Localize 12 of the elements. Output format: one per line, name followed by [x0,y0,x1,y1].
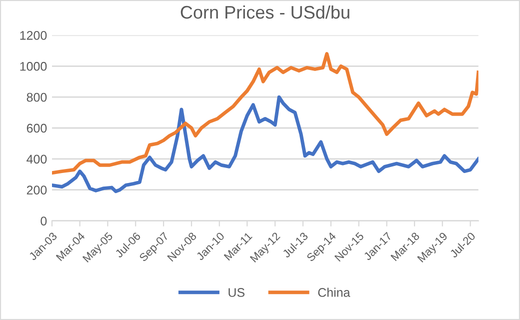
chart-title: Corn Prices - USd/bu [180,5,350,19]
y-tick-label: 400 [26,154,47,164]
y-tick-label: 1200 [20,31,47,40]
y-tick-label: 200 [26,186,47,195]
line-series [52,95,478,194]
line-series [52,52,478,175]
y-tick-label: 1000 [20,62,47,71]
y-tick-label: 0 [40,216,47,226]
y-tick-label: 600 [26,124,47,133]
legend-label: US [228,288,244,297]
legend-label: China [318,288,350,297]
y-tick-label: 800 [26,92,47,102]
